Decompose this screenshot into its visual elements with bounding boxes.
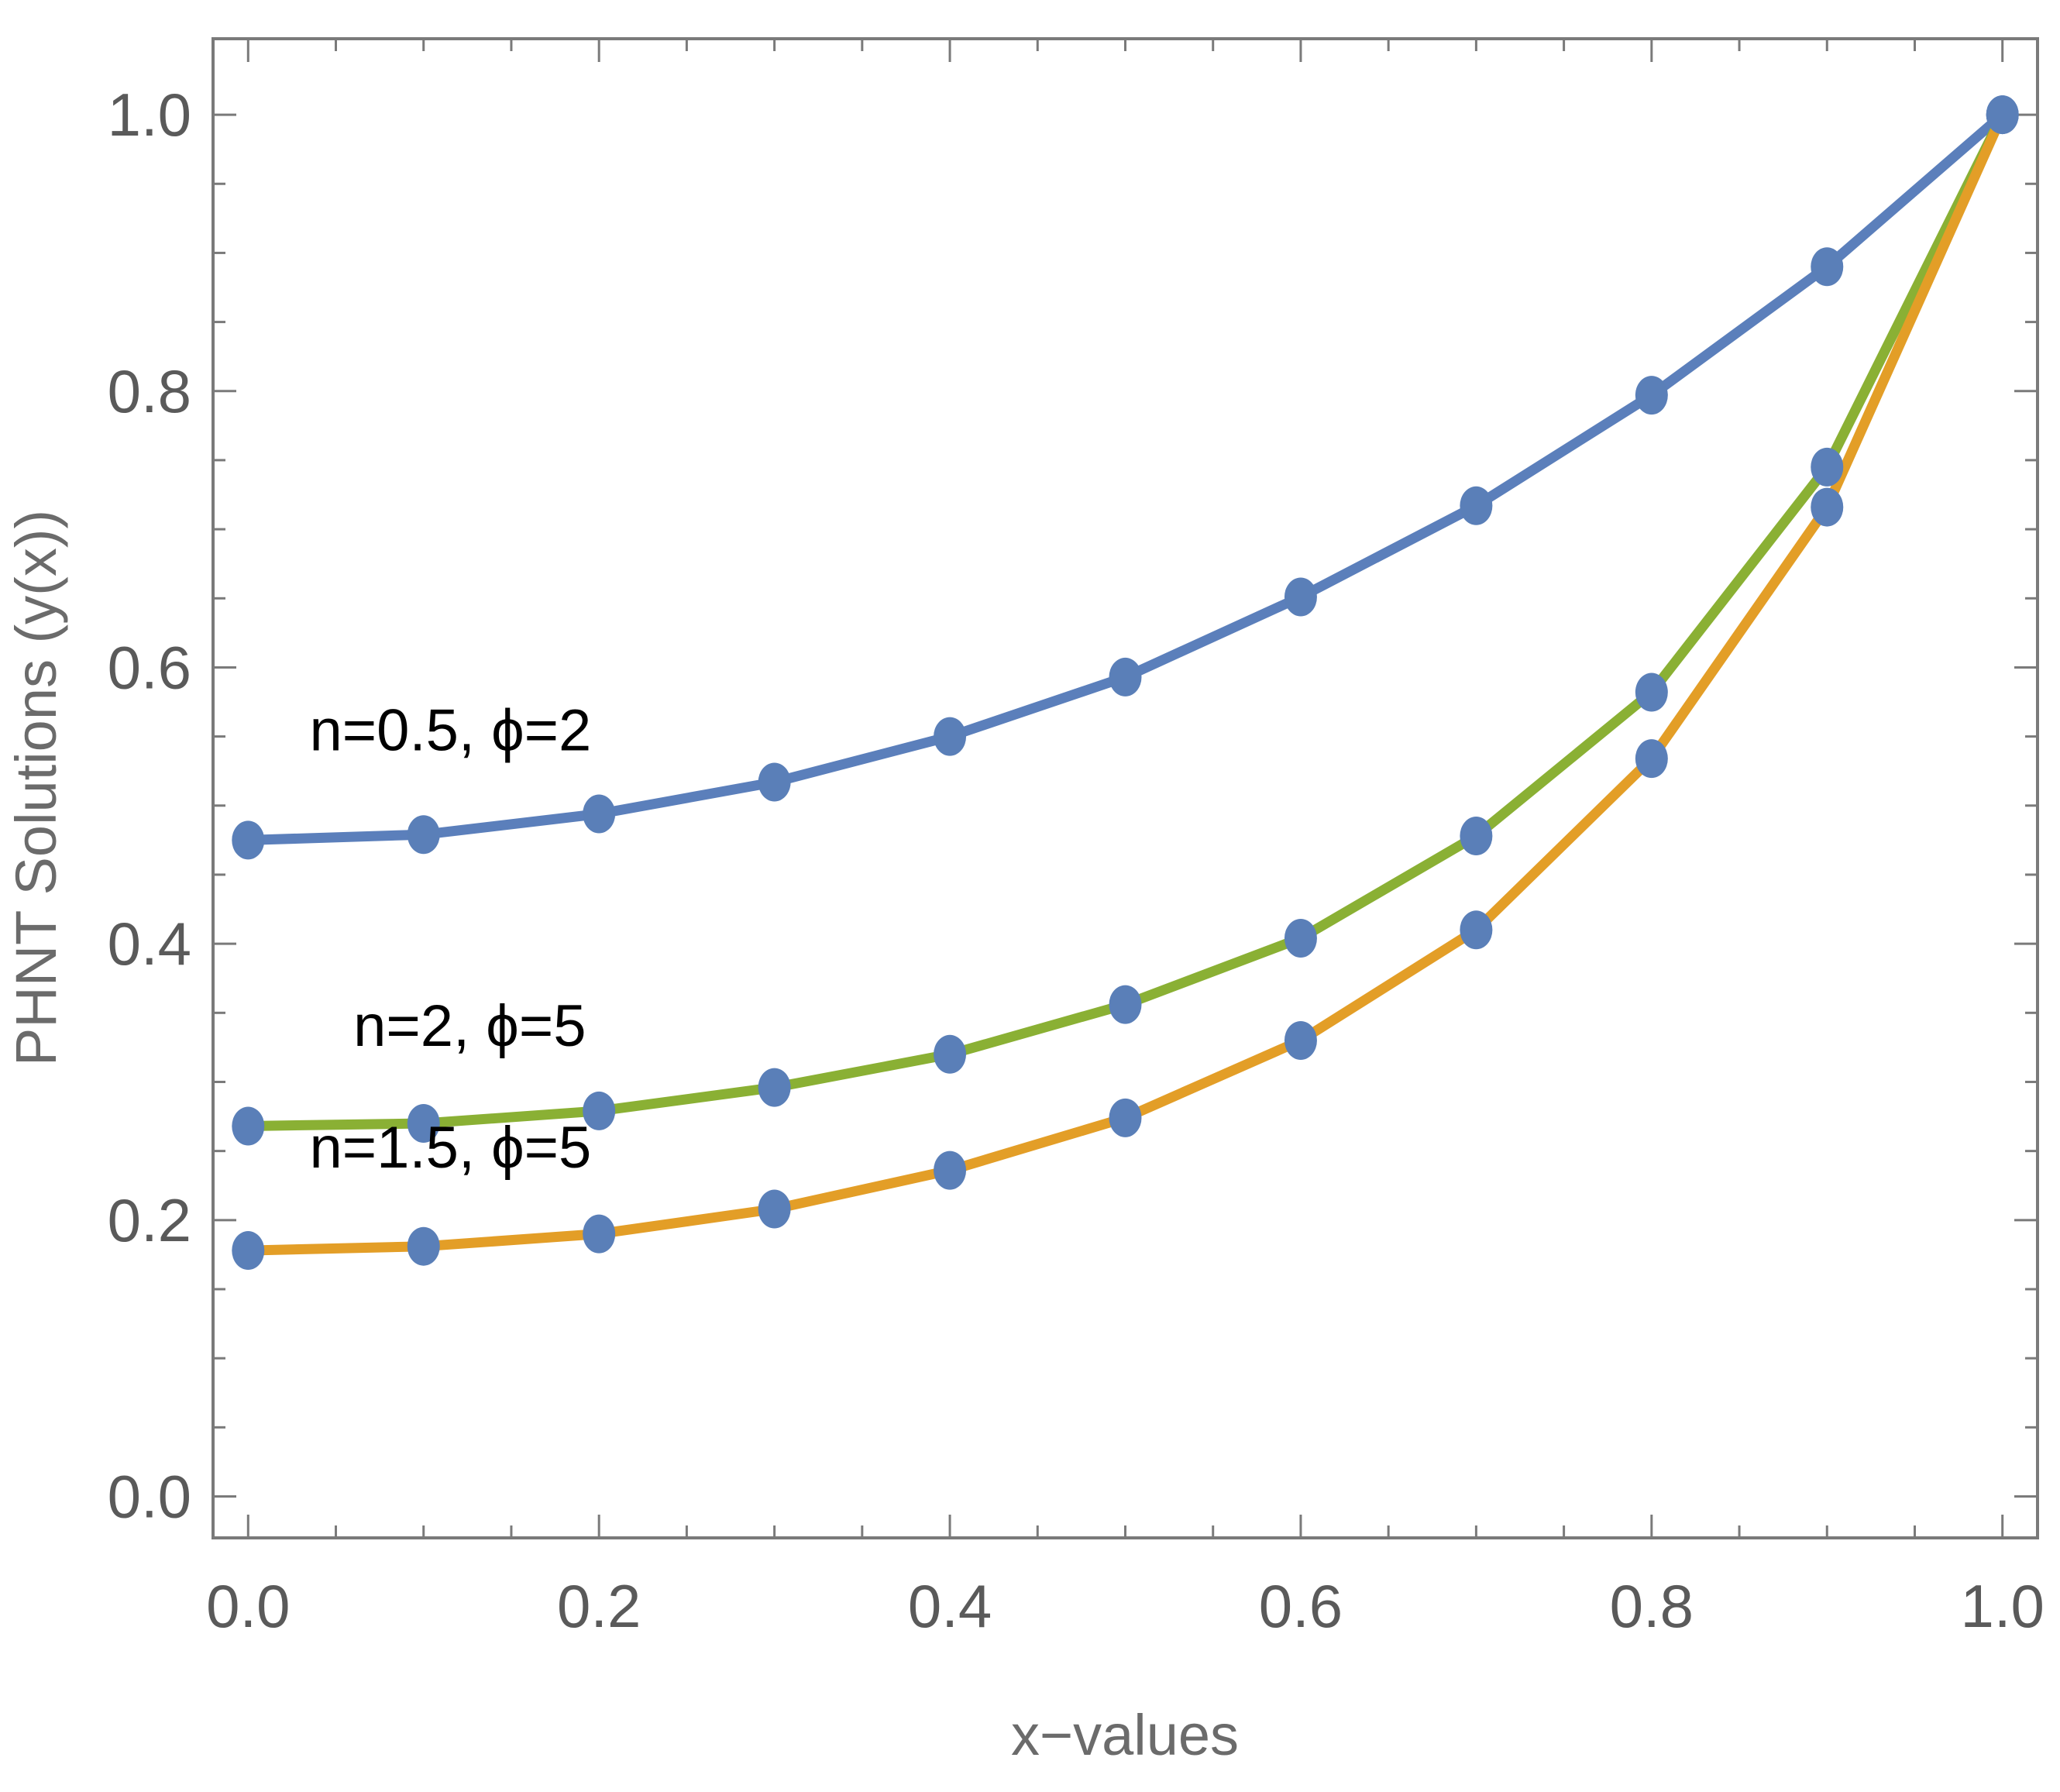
series-2-point [407,1103,440,1143]
series-2-point [1460,817,1493,856]
series-2-point [1284,919,1317,958]
series-annotation-3: n=1.5, ϕ=5 [310,1115,592,1181]
series-3-point [934,1151,967,1190]
x-tick-label: 0.6 [1259,1572,1343,1640]
series-1-point [1811,247,1844,287]
series-1-point [1635,376,1668,415]
series-annotation-2: n=2, ϕ=5 [353,993,586,1059]
y-tick-label: 1.0 [108,81,191,149]
y-tick-label: 0.0 [108,1462,191,1530]
series-1-point [583,794,616,834]
series-3-point [1284,1020,1317,1060]
axis-ticks [213,39,2038,1538]
series-annotation-1: n=0.5, ϕ=2 [310,697,592,763]
series-1-point [1109,657,1142,697]
y-tick-label: 0.6 [108,633,191,701]
series-2-point [934,1034,967,1074]
x-axis-title: x−values [1011,1703,1239,1767]
series-1-point [407,815,440,855]
plot-frame [212,37,2039,1539]
x-tick-label: 0.8 [1610,1572,1694,1640]
series-2-point [1635,672,1668,712]
series-annotations: n=0.5, ϕ=2 n=2, ϕ=5 n=1.5, ϕ=5 [310,697,592,1181]
series-3-point [407,1226,440,1266]
y-tick-label: 0.2 [108,1186,191,1254]
x-tick-label: 1.0 [1960,1572,2044,1640]
axis-tick-labels: 0.0 0.2 0.4 0.6 0.8 1.0 0.0 0.2 0.4 0.6 0.8 1.0 [108,81,2045,1640]
x-tick-label: 0.4 [908,1572,992,1640]
series-line-2 [242,109,2008,1131]
x-tick-label: 0.2 [557,1572,641,1640]
series-3-point [1635,739,1668,779]
series-3-point [1460,910,1493,950]
series-2-point [1811,447,1844,487]
series-2-point [583,1091,616,1130]
series-1-point [1460,486,1493,525]
series-1-point [758,762,791,802]
series-3-point [758,1189,791,1229]
series-1-point [934,717,967,756]
series-points [232,95,2019,1271]
series-3-point [1986,95,2019,135]
series-2-point [1109,985,1142,1024]
x-tick-label: 0.0 [206,1572,290,1640]
series-2-point [758,1068,791,1107]
series-3-point [583,1214,616,1254]
series-3-point [1109,1098,1142,1137]
y-tick-label: 0.8 [108,357,191,425]
series-2-point [232,1106,265,1146]
series-3-point [232,1231,265,1271]
series-1-point [1284,577,1317,617]
series-3-point [1811,487,1844,527]
y-tick-label: 0.4 [108,910,191,978]
y-axis-title: PHNT Solutions (y(x)) [4,510,68,1066]
series-1-point [232,820,265,860]
